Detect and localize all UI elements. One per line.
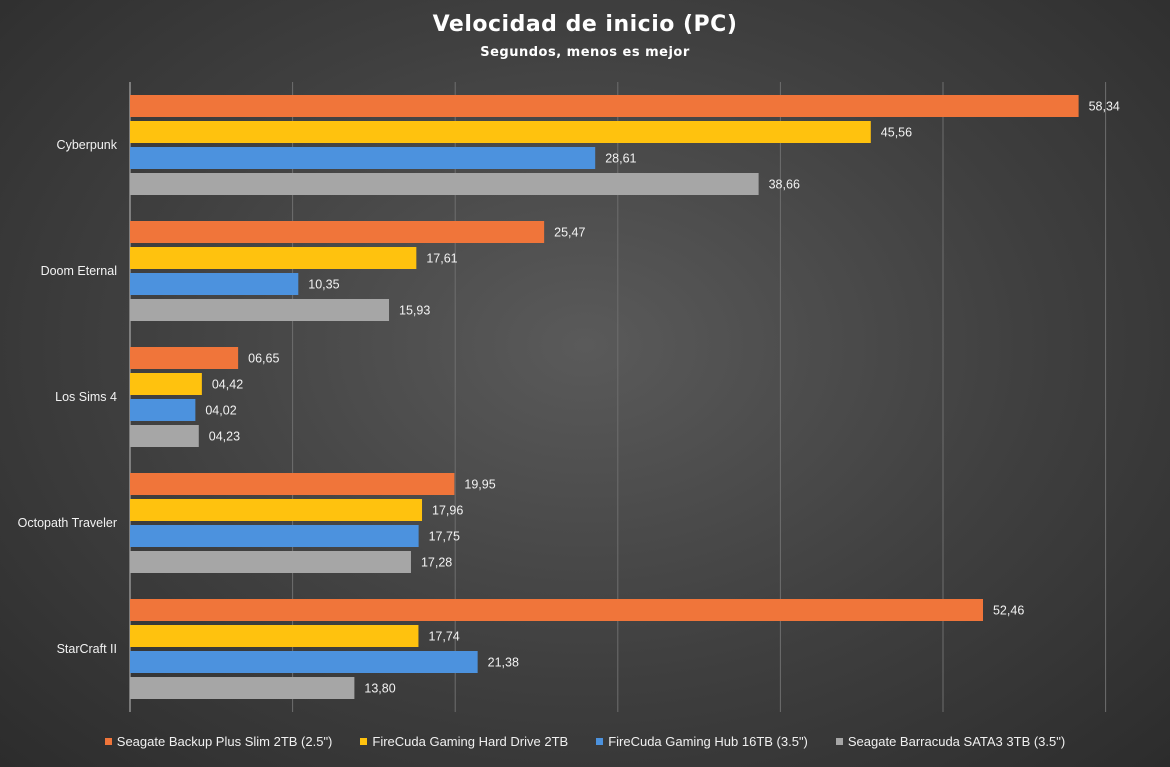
data-label: 58,34 [1089, 100, 1120, 114]
legend-label: Seagate Barracuda SATA3 3TB (3.5") [847, 734, 1066, 749]
data-label: 06,65 [248, 352, 279, 366]
bar [130, 173, 759, 195]
bar [130, 525, 419, 547]
bar [130, 551, 411, 573]
data-label: 45,56 [881, 126, 912, 140]
bar [130, 273, 299, 295]
bar [130, 473, 455, 495]
data-label: 28,61 [605, 152, 636, 166]
bar [130, 121, 871, 143]
data-label: 38,66 [769, 178, 800, 192]
data-label: 13,80 [364, 682, 395, 696]
legend-item: Seagate Barracuda SATA3 3TB (3.5") [835, 734, 1066, 749]
data-label: 17,75 [429, 530, 460, 544]
legend-label: FireCuda Gaming Hard Drive 2TB [372, 734, 569, 749]
legend-swatch [104, 738, 112, 745]
chart-title: Velocidad de inicio (PC) [432, 12, 738, 37]
bar [130, 299, 390, 321]
legend-item: FireCuda Gaming Hard Drive 2TB [360, 734, 568, 749]
data-label: 19,95 [464, 478, 495, 492]
data-label: 15,93 [399, 304, 430, 318]
data-label: 10,35 [308, 278, 339, 292]
bar [130, 599, 983, 621]
data-label: 52,46 [993, 604, 1024, 618]
category-label: Los Sims 4 [55, 390, 117, 404]
bar [130, 625, 419, 647]
labels: Cyberpunk 58,34 45,56 28,61 38,66 Doom Eterna… [18, 100, 1120, 696]
data-label: 17,96 [432, 504, 463, 518]
data-label: 04,23 [209, 430, 240, 444]
data-label: 25,47 [554, 226, 585, 240]
bar [130, 95, 1079, 117]
bar [130, 147, 596, 169]
category-label: Cyberpunk [57, 138, 118, 152]
bar [130, 651, 478, 673]
bars [130, 95, 1079, 699]
category-label: StarCraft II [57, 642, 117, 656]
data-label: 17,28 [421, 556, 452, 570]
category-label: Octopath Traveler [18, 516, 117, 530]
data-label: 04,02 [205, 404, 236, 418]
legend: Seagate Backup Plus Slim 2TB (2.5") FireC… [0, 734, 1170, 749]
data-label: 17,61 [426, 252, 457, 266]
data-label: 17,74 [428, 630, 459, 644]
legend-item: FireCuda Gaming Hub 16TB (3.5") [596, 734, 808, 749]
bar [130, 677, 355, 699]
bar [130, 399, 196, 421]
legend-swatch [360, 738, 368, 745]
bar [130, 373, 202, 395]
bar [130, 247, 417, 269]
legend-label: Seagate Backup Plus Slim 2TB (2.5") [116, 734, 333, 749]
data-label: 04,42 [212, 378, 243, 392]
category-label: Doom Eternal [41, 264, 117, 278]
legend-swatch [596, 738, 604, 745]
legend-swatch [835, 738, 843, 745]
bar [130, 499, 423, 521]
chart-subtitle: Segundos, menos es mejor [480, 45, 690, 60]
legend-label: FireCuda Gaming Hub 16TB (3.5") [608, 734, 808, 749]
bar [130, 425, 199, 447]
data-label: 21,38 [488, 656, 519, 670]
bar [130, 347, 239, 369]
bar [130, 221, 545, 243]
legend-item: Seagate Backup Plus Slim 2TB (2.5") [104, 734, 333, 749]
